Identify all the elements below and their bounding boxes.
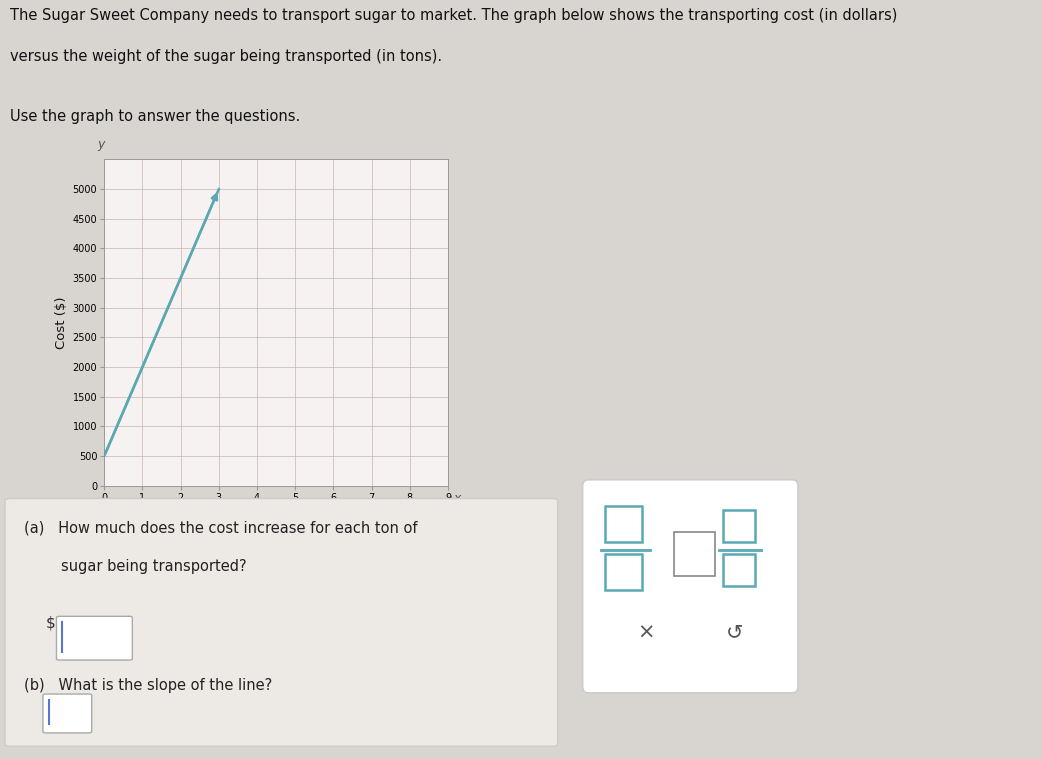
Text: (a)   How much does the cost increase for each ton of: (a) How much does the cost increase for … [24,521,418,535]
Y-axis label: Cost ($): Cost ($) [55,296,69,349]
FancyBboxPatch shape [56,616,132,660]
Text: versus the weight of the sugar being transported (in tons).: versus the weight of the sugar being tra… [10,49,443,64]
Bar [589,603,792,687]
Text: x: x [453,493,461,505]
Text: sugar being transported?: sugar being transported? [24,559,247,575]
Text: $: $ [46,615,55,630]
Text: ×: × [637,622,654,643]
Text: ↺: ↺ [726,622,744,643]
FancyBboxPatch shape [605,506,642,542]
Text: Use the graph to answer the questions.: Use the graph to answer the questions. [10,109,301,124]
Text: (b)   What is the slope of the line?: (b) What is the slope of the line? [24,679,272,693]
FancyBboxPatch shape [674,532,715,576]
X-axis label: Weight (tons): Weight (tons) [231,509,321,521]
FancyBboxPatch shape [5,499,557,746]
FancyBboxPatch shape [582,480,798,693]
Text: The Sugar Sweet Company needs to transport sugar to market. The graph below show: The Sugar Sweet Company needs to transpo… [10,8,898,23]
Text: y: y [97,138,104,151]
FancyBboxPatch shape [723,554,755,586]
FancyBboxPatch shape [43,694,92,733]
FancyBboxPatch shape [723,510,755,542]
FancyBboxPatch shape [605,554,642,591]
